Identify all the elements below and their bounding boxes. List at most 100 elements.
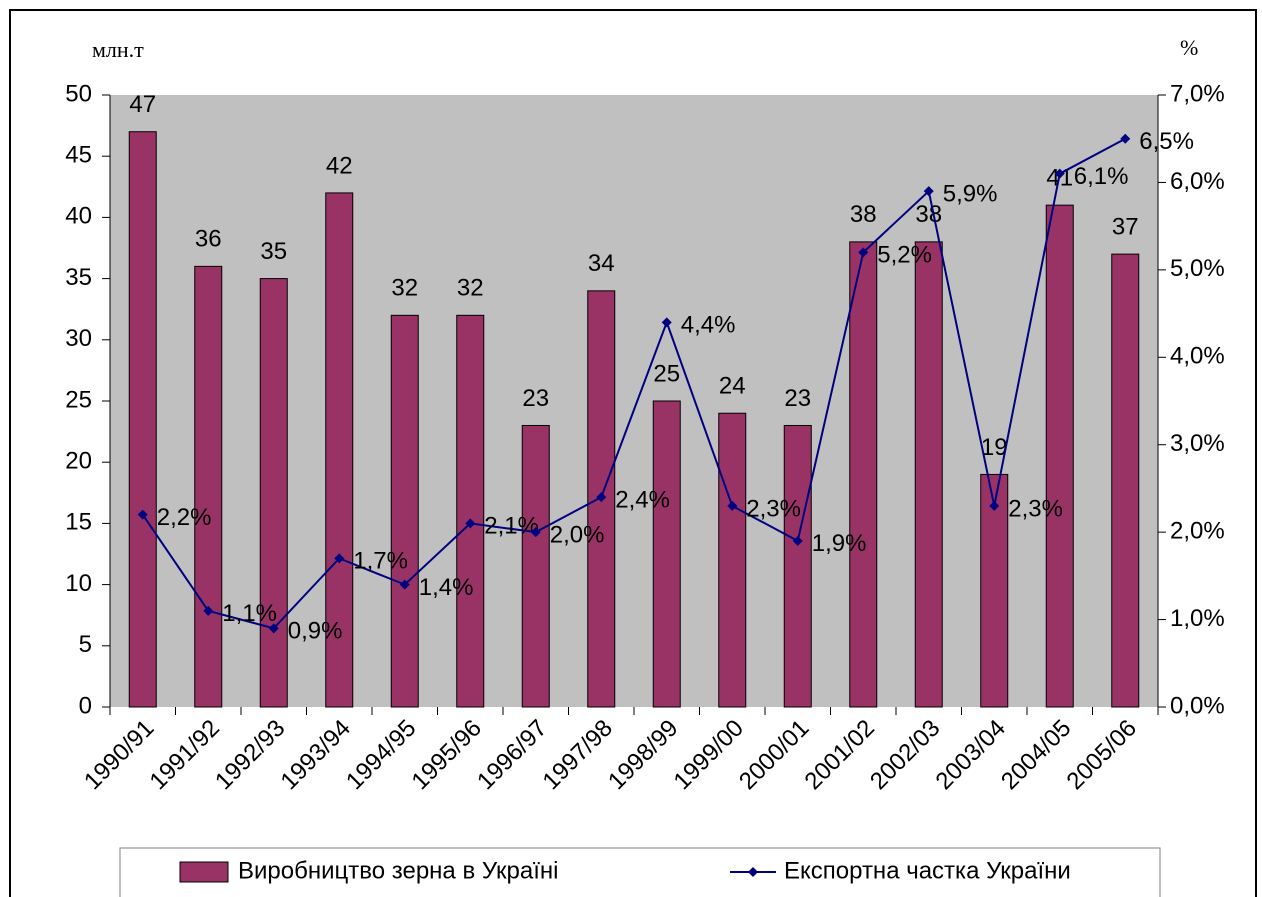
x-tick-label: 1994/95 [341,715,421,795]
bar-value-label: 25 [653,360,680,387]
x-tick-label: 1999/00 [669,715,749,795]
bar-value-label: 47 [129,91,156,118]
line-value-label: 2,0% [550,521,605,548]
bar-value-label: 23 [784,385,811,412]
line-value-label: 2,3% [1008,495,1063,522]
x-tick-label: 2000/01 [734,715,814,795]
line-marker [792,535,803,546]
x-tick-label: 2003/04 [931,715,1011,795]
x-tick-label: 1990/91 [79,715,159,795]
y2-tick-label: 2,0% [1170,517,1225,544]
y2-tick-label: 7,0% [1170,80,1225,107]
y2-tick-label: 0,0% [1170,692,1225,719]
bar [1045,204,1074,708]
x-tick-label: 2001/02 [800,715,880,795]
line-marker [268,623,279,634]
line-marker [399,579,410,590]
legend [119,847,1161,897]
line-value-label: 2,3% [746,495,801,522]
line-marker [727,500,738,511]
bar [783,424,812,708]
bar [652,400,681,708]
line-value-label: 2,1% [484,513,539,540]
bar-value-label: 32 [457,275,484,302]
x-tick-label: 1996/97 [472,715,552,795]
bar [521,424,550,708]
y-tick-label: 35 [65,264,92,291]
bar [914,241,943,708]
y2-tick-label: 5,0% [1170,255,1225,282]
x-tick-label: 1995/96 [407,715,487,795]
line-marker [334,553,345,564]
y-tick-label: 45 [65,142,92,169]
line-marker [661,317,672,328]
line-value-label: 1,4% [419,574,474,601]
bar-value-label: 24 [719,373,746,400]
y-axis-label: млн.т [92,37,144,62]
bar [849,241,878,708]
y2-tick-label: 6,0% [1170,168,1225,195]
y-tick-label: 30 [65,325,92,352]
bar [325,192,354,708]
bar [128,131,157,708]
bar [456,314,485,708]
line [141,137,1126,630]
legend-label: Експортна частка України [784,857,1071,884]
bar [980,473,1009,708]
bar-value-label: 32 [391,275,418,302]
line-value-label: 4,4% [681,312,736,339]
x-tick-label: 2005/06 [1062,715,1142,795]
bar-value-label: 42 [326,152,353,179]
y2-tick-label: 1,0% [1170,605,1225,632]
line-marker [858,247,869,258]
line-value-label: 5,9% [943,181,998,208]
bar-value-label: 37 [1112,213,1139,240]
line-marker [989,500,1000,511]
y-tick-label: 40 [65,203,92,230]
y-tick-label: 50 [65,80,92,107]
x-tick-label: 1991/92 [145,715,225,795]
line-value-label: 6,5% [1139,128,1194,155]
line-value-label: 1,7% [353,548,408,575]
line-value-label: 2,4% [615,487,670,514]
x-tick-label: 1997/98 [538,715,618,795]
y-tick-label: 5 [79,631,92,658]
line-marker [923,186,934,197]
line-marker [465,518,476,529]
bar [390,314,419,708]
bar [718,412,747,708]
bar-value-label: 35 [260,238,287,265]
line-value-label: 6,1% [1074,163,1129,190]
line-marker [1120,133,1131,144]
legend-marker [748,867,758,877]
y2-tick-label: 3,0% [1170,430,1225,457]
line-marker [530,527,541,538]
bar-value-label: 38 [915,201,942,228]
line-value-label: 0,9% [288,618,343,645]
bar-value-label: 38 [850,201,877,228]
x-tick-label: 2004/05 [996,715,1076,795]
legend-label: Виробництво зерна в Україні [238,857,558,884]
line-value-label: 2,2% [157,504,212,531]
bar [259,278,288,708]
bar [1111,253,1140,708]
x-tick-label: 2002/03 [865,715,945,795]
bar [194,265,223,708]
line-marker [596,492,607,503]
x-tick-label: 1992/93 [210,715,290,795]
y-tick-label: 15 [65,509,92,536]
line-marker [137,509,148,520]
legend-swatch [179,861,229,883]
bar-value-label: 34 [588,250,615,277]
bar-value-label: 36 [195,226,222,253]
y-tick-label: 20 [65,448,92,475]
bar-value-label: 23 [522,385,549,412]
line-value-label: 1,9% [812,530,867,557]
line-value-label: 1,1% [222,600,277,627]
x-tick-label: 1998/99 [603,715,683,795]
y-tick-label: 0 [79,692,92,719]
x-tick-label: 1993/94 [276,715,356,795]
y2-axis-label: % [1180,35,1198,60]
